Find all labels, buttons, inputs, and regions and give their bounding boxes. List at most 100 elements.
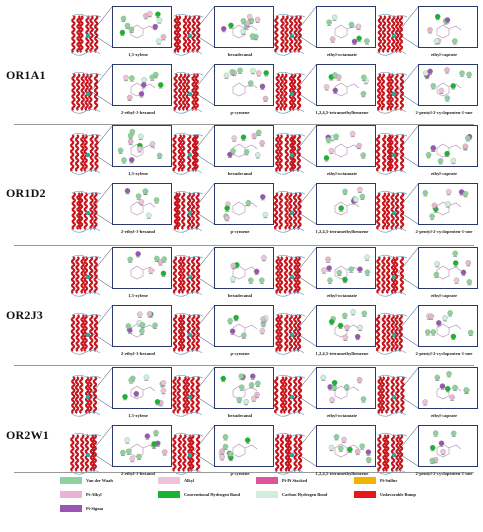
docking-cell: 2-pentyl-2-cyclopenten-1-one (374, 183, 478, 241)
protein-structure-image (272, 253, 306, 297)
docking-cell: hexadecanal (170, 247, 274, 305)
interaction-2d-panel (418, 6, 478, 48)
interaction-2d-panel (316, 64, 376, 106)
legend-swatch (158, 491, 180, 498)
interaction-2d-panel (112, 425, 172, 467)
ligand-caption: 1,2,4,5-tetramethylbenzene (315, 229, 369, 234)
docking-cell: ethyl-octanoate (272, 6, 376, 64)
interaction-2d-panel (214, 6, 274, 48)
receptor-label-or2w1: OR2W1 (6, 428, 49, 442)
ligand-caption: p-cymene (230, 110, 250, 115)
ligand-caption: ethyl-octanoate (326, 52, 358, 57)
docking-cell: p-cymene (170, 64, 274, 122)
interaction-2d-panel (112, 64, 172, 106)
protein-structure-image (68, 431, 102, 475)
docking-cell: 2-ethyl-1-hexanol (68, 305, 172, 363)
ligand-caption: 1,2,4,5-tetramethylbenzene (315, 471, 369, 476)
ligand-caption: 1,3-xylene (128, 293, 148, 298)
docking-cell: hexadecanal (170, 125, 274, 183)
docking-cell: ethyl-caprate (374, 247, 478, 305)
ligand-caption: ethyl-octanoate (326, 413, 358, 418)
legend-label: Unfavorable Bump (380, 492, 416, 497)
legend-label: Pi-Sigma (86, 506, 104, 511)
legend-label: Van der Waals (86, 478, 114, 483)
ligand-caption: hexadecanal (227, 52, 253, 57)
receptor-label-or1d2: OR1D2 (6, 186, 46, 200)
ligand-caption: p-cymene (230, 471, 250, 476)
docking-cell: p-cymene (170, 425, 274, 483)
protein-structure-image (68, 189, 102, 233)
ligand-caption: 1,3-xylene (128, 52, 148, 57)
ligand-caption: 2-pentyl-2-cyclopenten-1-one (415, 351, 473, 356)
protein-structure-image (272, 431, 306, 475)
ligand-caption: 1,3-xylene (128, 413, 148, 418)
protein-structure-image (374, 431, 408, 475)
protein-structure-image (374, 70, 408, 114)
docking-cell: ethyl-octanoate (272, 367, 376, 425)
interaction-2d-panel (316, 425, 376, 467)
interaction-2d-panel (112, 183, 172, 225)
interaction-2d-panel (112, 125, 172, 167)
docking-cell: 1,2,4,5-tetramethylbenzene (272, 305, 376, 363)
protein-structure-image (374, 373, 408, 417)
interaction-2d-panel (418, 305, 478, 347)
protein-structure-image (170, 431, 204, 475)
protein-structure-image (374, 189, 408, 233)
interaction-2d-panel (214, 64, 274, 106)
legend-label: Conventional Hydrogen Bond (184, 492, 241, 497)
protein-structure-image (170, 12, 204, 56)
docking-cell: ethyl-caprate (374, 6, 478, 64)
docking-cell: 2-ethyl-1-hexanol (68, 425, 172, 483)
interaction-2d-panel (112, 6, 172, 48)
docking-cell: p-cymene (170, 305, 274, 363)
docking-cell: 1,2,4,5-tetramethylbenzene (272, 183, 376, 241)
protein-structure-image (170, 189, 204, 233)
docking-cell: hexadecanal (170, 6, 274, 64)
docking-cell: ethyl-octanoate (272, 125, 376, 183)
interaction-2d-panel (316, 367, 376, 409)
interaction-2d-panel (214, 125, 274, 167)
interaction-2d-panel (112, 247, 172, 289)
ligand-caption: 2-ethyl-1-hexanol (120, 351, 156, 356)
interaction-2d-panel (112, 305, 172, 347)
ligand-caption: ethyl-caprate (430, 171, 458, 176)
interaction-2d-panel (418, 125, 478, 167)
protein-structure-image (170, 311, 204, 355)
legend-label: Pi-Sulfur (380, 478, 398, 483)
protein-structure-image (272, 189, 306, 233)
docking-cell: 2-ethyl-1-hexanol (68, 64, 172, 122)
ligand-caption: ethyl-caprate (430, 52, 458, 57)
interaction-2d-panel (214, 367, 274, 409)
docking-cell: 2-ethyl-1-hexanol (68, 183, 172, 241)
interaction-2d-panel (214, 183, 274, 225)
legend-swatch (354, 491, 376, 498)
docking-cell: ethyl-caprate (374, 125, 478, 183)
docking-cell: 2-pentyl-2-cyclopenten-1-one (374, 305, 478, 363)
legend-swatch (354, 477, 376, 484)
section-divider (14, 365, 474, 366)
protein-structure-image (68, 12, 102, 56)
section-divider (14, 472, 474, 473)
protein-structure-image (68, 253, 102, 297)
docking-cell: 1,2,4,5-tetramethylbenzene (272, 425, 376, 483)
section-divider (14, 245, 474, 246)
legend-label: Pi-Alkyl (86, 492, 102, 497)
interaction-2d-panel (214, 247, 274, 289)
interaction-2d-panel (214, 305, 274, 347)
ligand-caption: 2-ethyl-1-hexanol (120, 229, 156, 234)
protein-structure-image (272, 373, 306, 417)
interaction-2d-panel (316, 183, 376, 225)
protein-structure-image (170, 131, 204, 175)
ligand-caption: 2-ethyl-1-hexanol (120, 110, 156, 115)
protein-structure-image (272, 131, 306, 175)
protein-structure-image (68, 70, 102, 114)
legend-label: Alkyl (184, 478, 195, 483)
ligand-caption: 1,2,4,5-tetramethylbenzene (315, 351, 369, 356)
protein-structure-image (68, 311, 102, 355)
protein-structure-image (170, 70, 204, 114)
legend-label: Pi-Pi Stacked (282, 478, 308, 483)
docking-cell: 1,3-xylene (68, 247, 172, 305)
docking-cell: hexadecanal (170, 367, 274, 425)
receptor-label-or1a1: OR1A1 (6, 68, 46, 82)
ligand-caption: 1,2,4,5-tetramethylbenzene (315, 110, 369, 115)
